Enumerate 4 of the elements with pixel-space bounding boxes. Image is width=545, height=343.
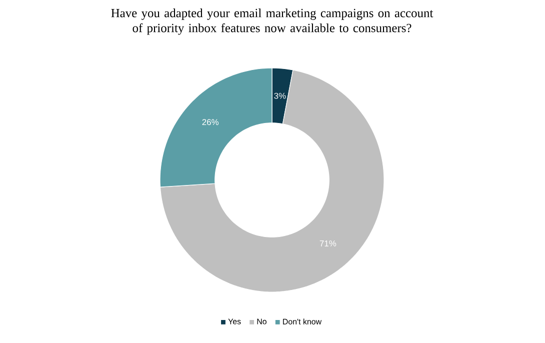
chart-title: Have you adapted your email marketing campaigns on account of priority inbox features now available to consumers? <box>111 8 434 35</box>
data-label: 3% <box>274 92 286 99</box>
data-label: 26% <box>202 119 219 126</box>
data-label: 71% <box>320 240 336 246</box>
